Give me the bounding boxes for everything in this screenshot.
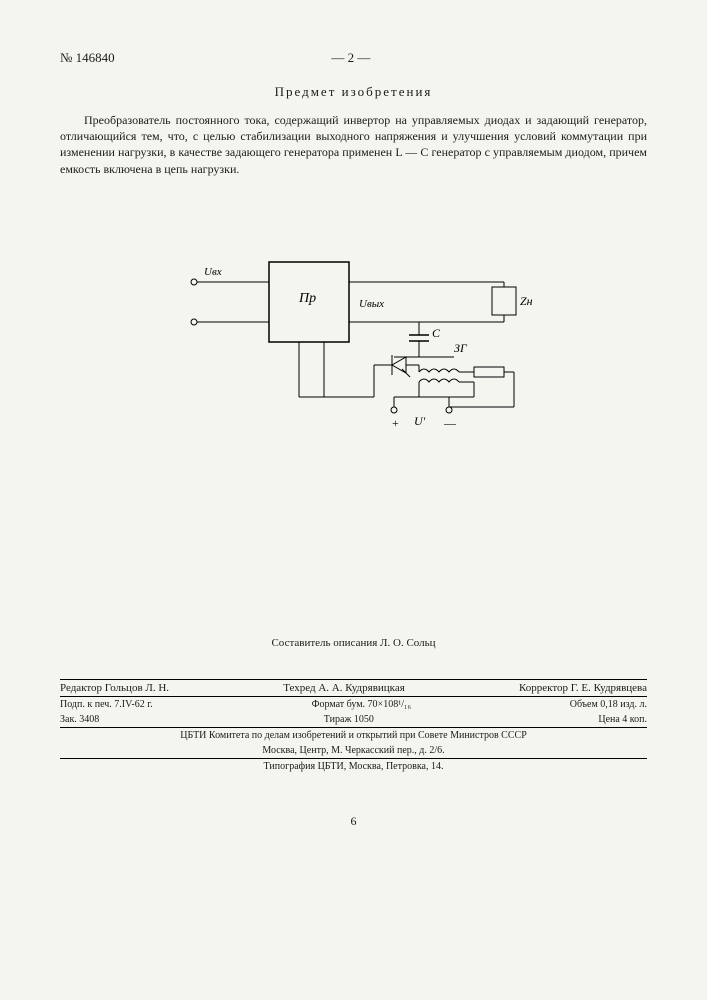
block-label: Пр bbox=[298, 291, 316, 306]
credits-row: Редактор Гольцов Л. Н. Техред А. А. Кудр… bbox=[60, 679, 647, 697]
pub-volume: Объем 0,18 изд. л. bbox=[570, 699, 647, 710]
doc-number: № 146840 bbox=[60, 50, 115, 66]
load-label: Zн bbox=[520, 294, 533, 308]
tech-editor: Техред А. А. Кудрявицкая bbox=[283, 682, 405, 694]
editor: Редактор Гольцов Л. Н. bbox=[60, 682, 169, 694]
typography-line: Типография ЦБТИ, Москва, Петровка, 14. bbox=[60, 759, 647, 774]
publisher-line-1: ЦБТИ Комитета по делам изобретений и отк… bbox=[60, 728, 647, 743]
header-row: № 146840 — 2 — bbox=[60, 50, 647, 66]
pub-price: Цена 4 коп. bbox=[598, 714, 647, 725]
page-number-top: — 2 — bbox=[115, 50, 587, 66]
pub-date: Подп. к печ. 7.IV-62 г. bbox=[60, 699, 153, 710]
pub-row-1: Подп. к печ. 7.IV-62 г. Формат бум. 70×1… bbox=[60, 697, 647, 712]
pub-order: Зак. 3408 bbox=[60, 714, 99, 725]
corrector: Корректор Г. Е. Кудрявцева bbox=[519, 682, 647, 694]
u-out-label: Uвыx bbox=[359, 298, 384, 310]
pub-tirage: Тираж 1050 bbox=[324, 714, 374, 725]
gen-label: ЗГ bbox=[454, 341, 468, 355]
plus-label: + bbox=[392, 416, 399, 430]
compiler-line: Составитель описания Л. О. Сольц bbox=[60, 637, 647, 649]
u-prime-label: U' bbox=[414, 414, 426, 428]
u-in-label: Uвx bbox=[204, 266, 222, 278]
pub-row-2: Зак. 3408 Тираж 1050 Цена 4 коп. bbox=[60, 712, 647, 728]
pub-format: Формат бум. 70×108¹/₁₆ bbox=[312, 699, 411, 710]
circuit-diagram: Uвx Пр Uвыx Zн C ЗГ bbox=[60, 247, 647, 437]
minus-label: — bbox=[443, 416, 457, 430]
page-number-bottom: 6 bbox=[60, 814, 647, 829]
cap-label: C bbox=[432, 326, 441, 340]
publisher-line-2: Москва, Центр, М. Черкасский пер., д. 2/… bbox=[60, 743, 647, 759]
section-title: Предмет изобретения bbox=[60, 84, 647, 100]
claim-text: Преобразователь постоянного тока, содерж… bbox=[60, 112, 647, 177]
